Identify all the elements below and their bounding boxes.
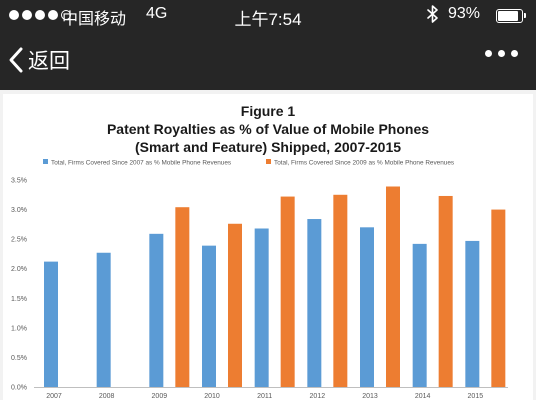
x-tick-label: 2014 xyxy=(415,393,431,400)
status-bar: 中国移动 4G 上午7:54 93% xyxy=(0,0,536,30)
more-options-button[interactable] xyxy=(485,50,518,57)
battery-tip xyxy=(524,13,526,18)
bluetooth-icon xyxy=(427,4,439,29)
battery-level xyxy=(498,11,518,21)
bar xyxy=(386,186,400,387)
bar xyxy=(280,196,295,387)
bar xyxy=(307,219,322,387)
legend-entry: Total, Firms Covered Since 2009 as % Mob… xyxy=(274,160,454,167)
carrier-name: 中国移动 xyxy=(62,11,127,28)
y-tick-label: 1.5% xyxy=(11,296,27,303)
bar xyxy=(44,261,58,387)
bar xyxy=(202,245,216,387)
article-content: Figure 1 Patent Royalties as % of Value … xyxy=(0,90,536,400)
y-tick-label: 1.0% xyxy=(11,325,27,332)
signal-strength-icon xyxy=(9,10,71,20)
bar xyxy=(96,252,111,387)
figure-title-line-1: Patent Royalties as % of Value of Mobile… xyxy=(106,121,430,137)
x-tick-label: 2009 xyxy=(152,393,168,400)
x-tick-label: 2011 xyxy=(257,393,272,400)
figure-label: Figure 1 xyxy=(240,103,296,119)
back-label: 返回 xyxy=(28,50,70,73)
x-tick-label: 2015 xyxy=(468,393,484,400)
chevron-left-icon xyxy=(9,47,23,73)
x-tick-label: 2013 xyxy=(362,393,378,400)
y-tick-label: 0.5% xyxy=(11,355,27,362)
bar xyxy=(149,233,164,387)
nav-bar: 返回 xyxy=(0,30,536,90)
bar xyxy=(175,207,190,387)
bar xyxy=(412,243,427,387)
y-tick-label: 3.0% xyxy=(11,207,27,214)
figure-title-line-2: (Smart and Feature) Shipped, 2007-2015 xyxy=(134,139,402,155)
legend-swatch xyxy=(266,159,271,164)
bar xyxy=(228,223,242,387)
x-tick-label: 2007 xyxy=(46,393,62,400)
bar xyxy=(465,240,480,387)
more-horizontal-icon xyxy=(485,50,492,57)
bar xyxy=(491,209,506,387)
y-tick-label: 2.5% xyxy=(11,237,27,244)
y-tick-label: 0.0% xyxy=(11,385,27,392)
bar xyxy=(254,228,269,387)
x-tick-label: 2008 xyxy=(99,393,115,400)
battery-icon xyxy=(496,9,523,23)
figure-image: Figure 1 Patent Royalties as % of Value … xyxy=(3,94,533,400)
legend-entry: Total, Firms Covered Since 2007 as % Mob… xyxy=(51,160,231,167)
bar xyxy=(333,194,348,387)
battery-percentage: 93% xyxy=(448,5,481,22)
back-button[interactable]: 返回 xyxy=(8,42,70,78)
x-tick-label: 2010 xyxy=(204,393,220,400)
status-time: 上午7:54 xyxy=(234,10,302,29)
y-tick-label: 2.0% xyxy=(11,266,27,273)
bar xyxy=(438,195,453,387)
y-tick-label: 3.5% xyxy=(11,178,27,185)
network-type: 4G xyxy=(146,5,168,22)
legend-swatch xyxy=(43,159,48,164)
bar-chart: Total, Firms Covered Since 2007 as % Mob… xyxy=(11,159,508,400)
x-tick-label: 2012 xyxy=(310,393,326,400)
bar xyxy=(360,227,374,387)
